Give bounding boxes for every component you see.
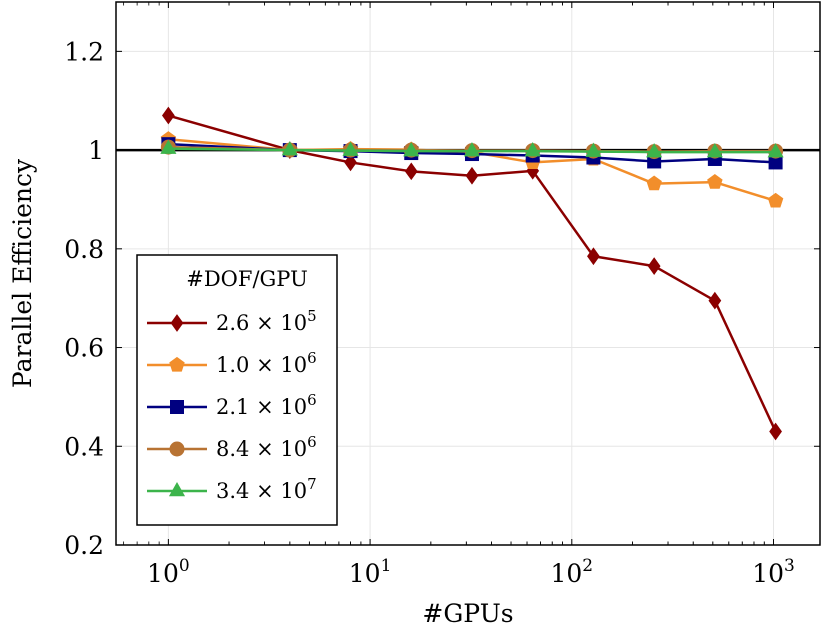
legend-entry-2: 1.0 × 106 (147, 349, 317, 377)
legend-label: 2.1 × 106 (216, 391, 317, 419)
x-axis-label: #GPUs (422, 599, 513, 628)
series-group (160, 106, 784, 441)
legend-marker (169, 356, 185, 372)
legend-entry-3: 2.1 × 106 (147, 391, 317, 419)
legend-title: #DOF/GPU (186, 267, 308, 291)
data-point (404, 162, 418, 181)
series-line (168, 147, 776, 154)
legend-marker (168, 481, 186, 497)
y-tick-label: 0.8 (64, 235, 104, 264)
data-point (403, 142, 420, 157)
legend-label: 1.0 × 106 (216, 349, 317, 377)
data-point (160, 139, 177, 154)
data-point (281, 141, 298, 156)
data-point (767, 143, 784, 158)
data-point (161, 106, 175, 125)
x-tick-label: 100 (147, 556, 190, 588)
legend-entry-5: 3.4 × 107 (147, 475, 317, 503)
data-point (587, 247, 600, 266)
data-point (647, 257, 661, 275)
tick-labels: 0.2 0.4 0.6 0.8 1 1.2 100 101 102 103 (64, 37, 795, 588)
legend-entry-1: 2.6 × 105 (147, 307, 317, 335)
tick-marks (116, 2, 820, 546)
series-1 (161, 106, 782, 441)
x-tick-label: 102 (550, 556, 593, 588)
data-point (342, 141, 359, 156)
y-axis-label: Parallel Efficiency (8, 158, 37, 388)
y-tick-label: 0.6 (64, 334, 104, 363)
data-point (585, 142, 602, 157)
x-tick-label: 101 (349, 556, 392, 588)
legend-label: 3.4 × 107 (216, 475, 317, 503)
legend-label: 8.4 × 106 (216, 433, 317, 461)
plot-frame (115, 1, 821, 546)
y-tick-label: 0.2 (64, 531, 104, 560)
legend: #DOF/GPU 2.6 × 105 1.0 × 106 2.1 × 106 8.4 … (136, 254, 338, 526)
data-point (646, 143, 663, 158)
series-5 (160, 139, 784, 158)
data-point (646, 175, 662, 191)
data-point (767, 192, 784, 208)
y-tick-label: 0.4 (64, 432, 104, 461)
data-point (524, 142, 541, 157)
x-tick-label: 103 (752, 556, 795, 588)
legend-marker (170, 314, 184, 332)
legend-entry-4: 8.4 × 106 (147, 433, 317, 461)
legend-marker (170, 400, 184, 414)
data-point (463, 142, 481, 157)
legend-entries: 2.6 × 105 1.0 × 106 2.1 × 106 8.4 × 106 3.4 … (147, 307, 317, 503)
y-tick-label: 1.2 (64, 37, 104, 66)
series-line (168, 114, 777, 432)
data-point (344, 153, 357, 172)
data-point (706, 143, 723, 158)
y-tick-label: 1 (88, 136, 104, 165)
legend-box (136, 254, 338, 526)
legend-marker (169, 441, 185, 457)
data-point (769, 422, 782, 441)
data-point (707, 174, 723, 189)
legend-label: 2.6 × 105 (216, 307, 317, 335)
data-point (708, 291, 722, 310)
data-point (465, 166, 479, 185)
